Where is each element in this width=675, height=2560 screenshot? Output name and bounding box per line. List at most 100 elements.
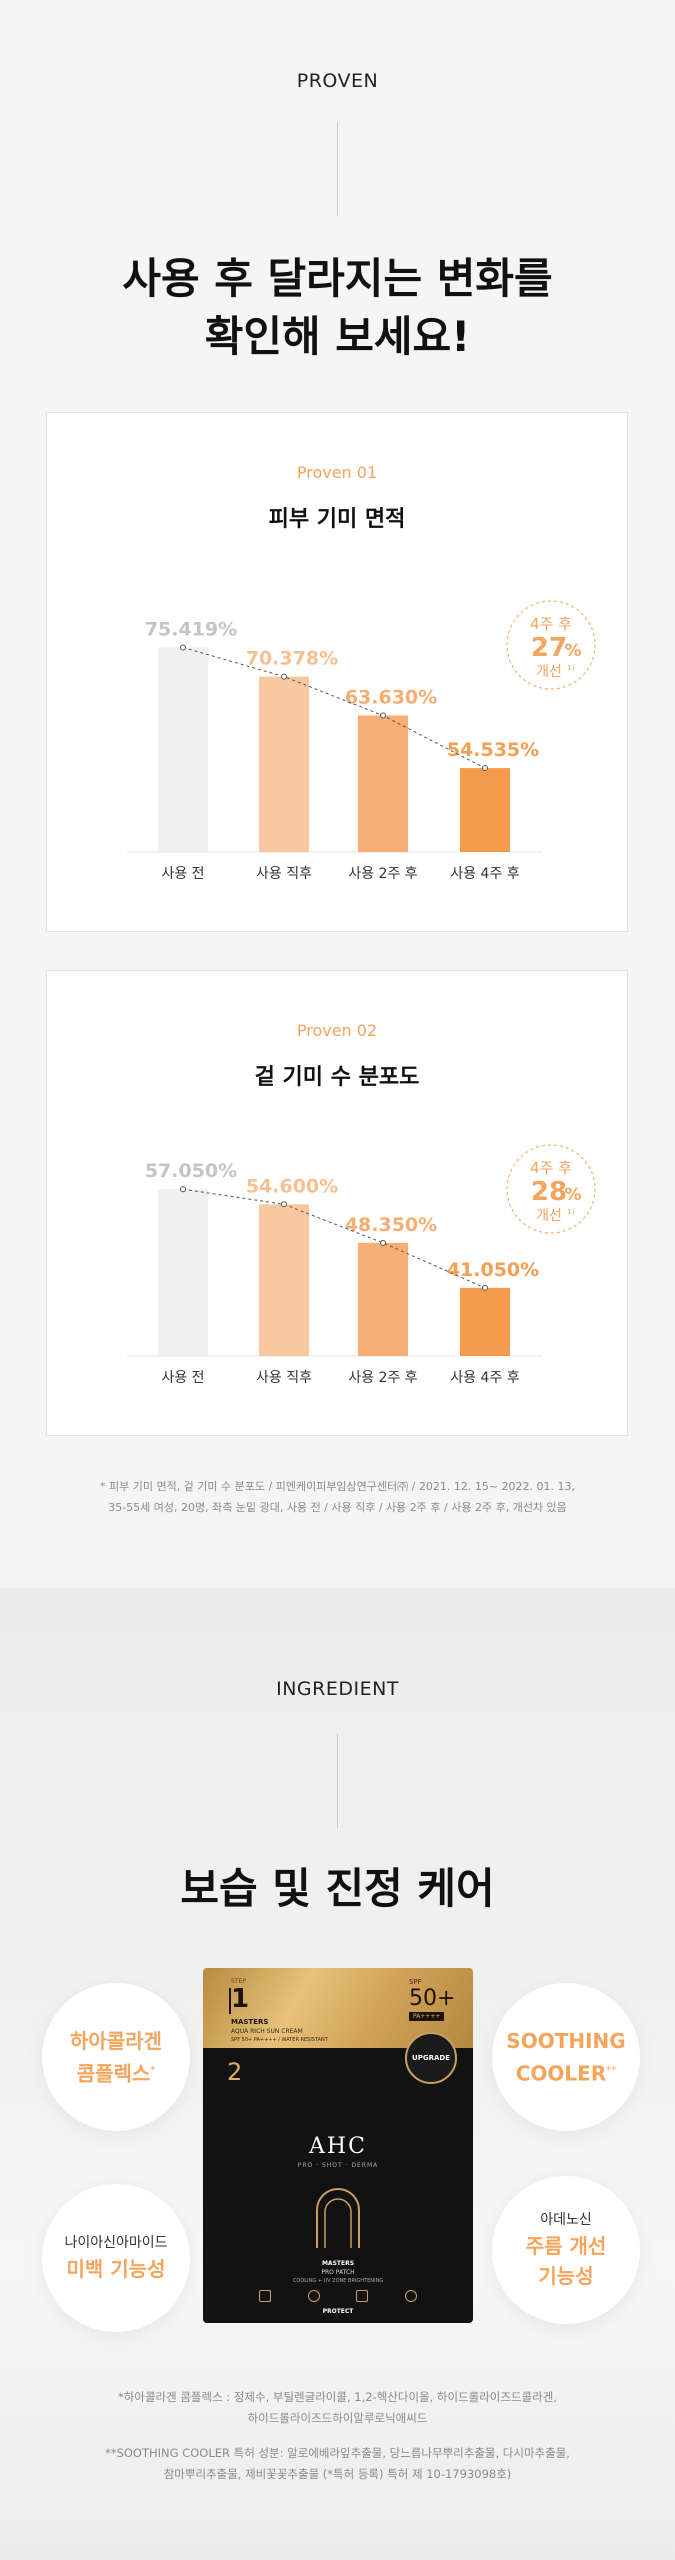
- package-protect: PROTECT: [322, 2308, 354, 2315]
- badge-footnote-mark: 1): [567, 664, 574, 672]
- proven-card-2: Proven 02 겉 기미 수 분포도 57.050% 사용 전 54.600% 사…: [46, 970, 628, 1436]
- chart-value-label: 54.600%: [246, 1175, 338, 1197]
- badge-caption: 4주 후: [530, 1159, 572, 1177]
- chart-trend-line: [182, 646, 486, 769]
- badge-caption: 개선: [536, 664, 562, 680]
- chart-bar: [460, 768, 510, 852]
- improvement-badge: [506, 1144, 596, 1234]
- improvement-badge: [506, 600, 596, 690]
- ingredient-eyebrow: INGREDIENT: [276, 1678, 399, 1700]
- pa-badge: PA++++: [409, 2012, 445, 2021]
- step-number: 1: [231, 1984, 250, 2014]
- chart-bar: [460, 1287, 510, 1356]
- package-step2-panel: 2 UPGRADE AHC PRO · SHOT · DERMA MASTERS…: [203, 2032, 473, 2323]
- proven-headline-line-2: 확인해 보세요!: [204, 312, 471, 361]
- chart-value-label: 63.630%: [345, 687, 437, 709]
- ingredient-circle-adenosine: 아데노신 주름 개선 기능성: [492, 2176, 640, 2324]
- step-number: 2: [227, 2058, 243, 2086]
- badge-value: 27: [531, 633, 567, 663]
- chart-value-label: 57.050%: [145, 1160, 237, 1182]
- circle-text: 하아콜라겐: [70, 2028, 162, 2053]
- badge-caption: 4주 후: [530, 615, 572, 633]
- chart-bar: [158, 1189, 208, 1356]
- chart-value-label: 75.419%: [145, 618, 237, 640]
- feature-icon: [404, 2290, 417, 2302]
- step-label: STEP: [231, 1978, 246, 1985]
- chart-trend-line: [182, 1188, 486, 1289]
- chart-value-label: 48.350%: [345, 1214, 437, 1236]
- chart-bar: [358, 1242, 408, 1356]
- bar-chart-2: 57.050% 사용 전 54.600% 사용 직후 48.350% 사용 2주 후 41.…: [127, 1144, 596, 1386]
- package-feature-icons: [259, 2290, 417, 2302]
- chart-trend-point: [380, 1239, 386, 1246]
- chart-trend-point: [482, 765, 488, 772]
- chart-category-label: 사용 직후: [256, 866, 312, 882]
- product-package: STEP 1 MASTERS AQUA RICH SUN CREAM SPF 5…: [203, 1968, 473, 2323]
- circle-text: 아데노신: [540, 2212, 592, 2228]
- brand-logo: AHC: [309, 2134, 367, 2159]
- ingredient-note-3: **SOOTHING COOLER 특허 성분: 알로에베라잎추출물, 당느릅나…: [105, 2446, 570, 2460]
- card-title: 피부 기미 면적: [268, 507, 406, 532]
- badge-unit: %: [564, 641, 581, 661]
- chart-trend-point: [180, 1186, 186, 1193]
- circle-text: SOOTHING: [506, 2028, 626, 2053]
- circle-sup: *: [150, 2064, 156, 2076]
- circle-text: 콤플렉스: [76, 2061, 151, 2086]
- ingredient-circle-soothing-cooler: SOOTHING COOLER**: [492, 1983, 640, 2131]
- package-desc: COOLING + UV ZONE BRIGHTENING: [292, 2278, 384, 2284]
- chart-category-label: 사용 2주 후: [348, 1370, 417, 1386]
- proven-eyebrow: PROVEN: [296, 70, 379, 92]
- ingredient-circle-hyacollagen: 하아콜라겐 콤플렉스*: [42, 1983, 190, 2131]
- ingredient-note-2: 하이드롤라이즈드하이알루로닉애씨드: [247, 2411, 428, 2425]
- chart-category-label: 사용 전: [161, 866, 204, 882]
- package-series: MASTERS: [321, 2260, 355, 2267]
- footnote-line-2: 35-55세 여성, 20명, 좌측 눈밑 광대, 사용 전 / 사용 직후 /…: [108, 1501, 567, 1514]
- card-tag: Proven 02: [296, 1021, 378, 1040]
- feature-icon: [259, 2290, 271, 2302]
- circle-sup: **: [606, 2064, 617, 2076]
- chart-trend-point: [281, 1201, 287, 1208]
- chart-value-label: 70.378%: [246, 648, 338, 670]
- chart-category-label: 사용 4주 후: [450, 866, 519, 882]
- footnote-line-1: * 피부 기미 면적, 겉 기미 수 분포도 / 피엔케이피부임상연구센터㈜ /…: [99, 1480, 576, 1493]
- ingredient-note-1: *하아콜라겐 콤플렉스 : 정제수, 부틸렌글라이콜, 1,2-헥산다이올, 하…: [118, 2390, 557, 2404]
- step-bar: [229, 1988, 231, 2014]
- step1-desc: SPF 50+ PA++++ / WATER RESISTANT: [231, 2037, 328, 2043]
- card-tag: Proven 01: [296, 463, 378, 482]
- upgrade-badge: UPGRADE: [405, 2032, 457, 2084]
- badge-unit: %: [564, 1185, 581, 1205]
- spf-value: 50+: [409, 1986, 456, 2011]
- chart-trend-point: [482, 1284, 488, 1291]
- chart-trend-point: [281, 673, 287, 680]
- chart-category-label: 사용 전: [161, 1370, 204, 1386]
- proven-headline-line-1: 사용 후 달라지는 변화를: [122, 254, 553, 303]
- ingredient-note-4: 참마뿌리추출물, 제비꽃꽃추출물 (*특허 등록) 특허 제 10-179309…: [163, 2467, 512, 2481]
- divider-line: [337, 1734, 338, 1828]
- spf-prefix: SPF: [409, 1978, 422, 1986]
- chart-category-label: 사용 직후: [256, 1370, 312, 1386]
- badge-caption: 개선: [536, 1208, 562, 1224]
- arch-emblem-icon: [316, 2188, 360, 2248]
- brand-sub: PRO · SHOT · DERMA: [297, 2162, 379, 2169]
- circle-text: 기능성: [538, 2264, 594, 2288]
- chart-trend-point: [380, 712, 386, 719]
- circle-text: COOLER: [515, 2061, 607, 2086]
- ingredient-headline: 보습 및 진정 케어: [180, 1864, 495, 1913]
- upgrade-text: UPGRADE: [412, 2054, 450, 2062]
- proven-section: PROVEN 사용 후 달라지는 변화를 확인해 보세요! Proven 01 …: [46, 70, 628, 1514]
- ingredient-circle-niacinamide: 나이아신아마이드 미백 기능성: [42, 2184, 190, 2332]
- package-name: PRO PATCH: [321, 2269, 355, 2276]
- chart-bar: [259, 676, 309, 852]
- proven-card-1: Proven 01 피부 기미 면적 75.419% 사용 전 70.378% 사용 …: [46, 412, 628, 932]
- divider-line: [337, 122, 338, 216]
- step1-name: AQUA RICH SUN CREAM: [231, 2028, 303, 2035]
- badge-value: 28: [531, 1177, 567, 1207]
- chart-category-label: 사용 4주 후: [450, 1370, 519, 1386]
- chart-bar: [158, 647, 208, 852]
- chart-value-label: 54.535%: [447, 739, 539, 761]
- chart-bar: [358, 715, 408, 852]
- circle-text: 주름 개선: [525, 2234, 607, 2258]
- circle-text: 미백 기능성: [66, 2257, 166, 2281]
- chart-bar: [259, 1204, 309, 1356]
- card-title: 겉 기미 수 분포도: [254, 1065, 420, 1090]
